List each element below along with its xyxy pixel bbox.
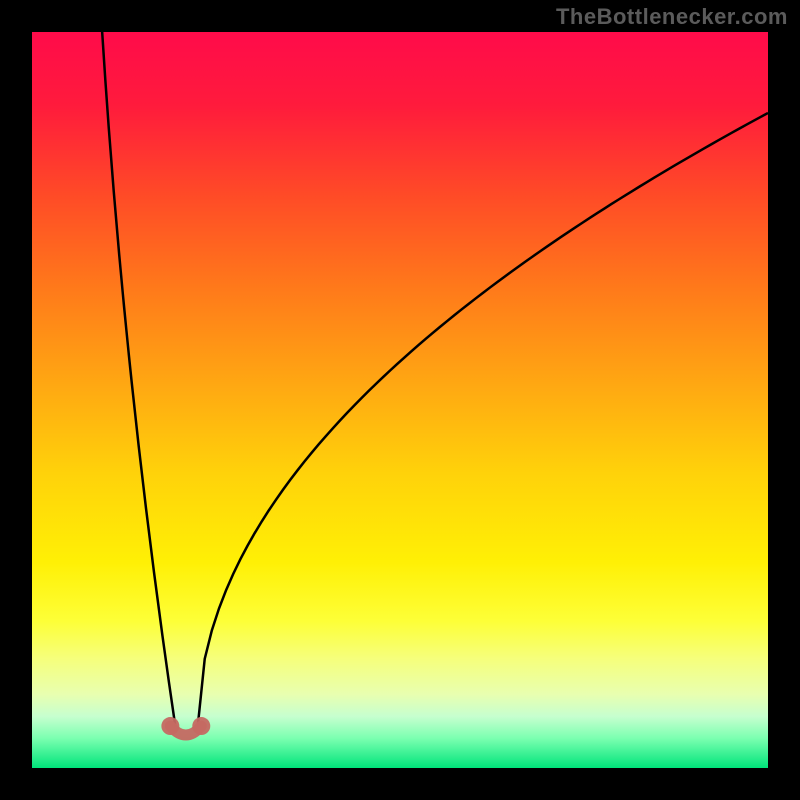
- watermark-text: TheBottlenecker.com: [556, 4, 788, 30]
- bottleneck-chart: TheBottlenecker.com: [0, 0, 800, 800]
- optimal-marker-right: [192, 717, 210, 735]
- chart-svg: [0, 0, 800, 800]
- optimal-marker-left: [161, 717, 179, 735]
- plot-background: [32, 32, 768, 768]
